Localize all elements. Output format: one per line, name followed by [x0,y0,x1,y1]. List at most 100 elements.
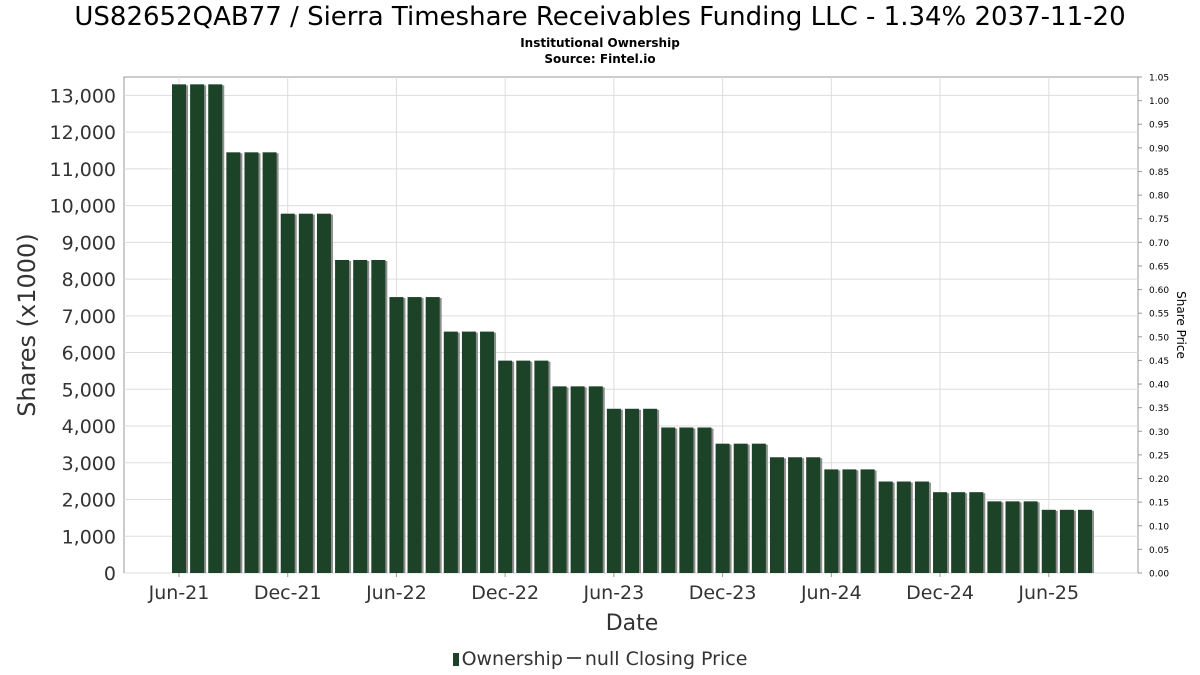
ownership-bar [679,427,694,573]
legend: Ownership null Closing Price [0,648,1200,670]
ownership-bar [661,427,676,573]
y2-tick-label: 0.70 [1149,239,1169,249]
y2-tick-label: 0.85 [1149,168,1169,178]
ownership-bar [1059,509,1074,573]
y-tick-label: 13,000 [50,85,116,107]
y-tick-label: 2,000 [62,490,116,512]
ownership-bar [896,481,911,573]
x-tick-label: Dec-23 [689,582,757,604]
y2-tick-label: 0.30 [1149,428,1169,438]
y2-tick-label: 0.40 [1149,381,1169,391]
y-tick-label: 1,000 [62,526,116,548]
y-axis-label: Shares (x1000) [13,233,41,416]
y2-axis: 0.00 0.05 0.10 0.15 0.20 0.25 0.30 0.35 0.40 0.45… [1138,74,1169,580]
y-tick-label: 0 [104,563,116,585]
y2-axis-label: Share Price [1174,291,1188,359]
y-tick-label: 10,000 [50,196,116,218]
ownership-bar [878,481,893,573]
ownership-bar [389,297,404,573]
y-tick-label: 4,000 [62,416,116,438]
ownership-bar [769,457,784,573]
y-axis: 0 1,000 2,000 3,000 4,000 5,000 6,000 7,000 8,00… [50,85,116,585]
y2-tick-label: 1.05 [1149,74,1169,84]
ownership-bar [733,443,748,573]
ownership-bar [498,360,513,573]
x-tick-label: Dec-21 [254,582,322,604]
chart-source: Source: Fintel.io [544,52,656,66]
ownership-bar [933,492,948,573]
ownership-bar [914,481,929,573]
ownership-bar [208,84,223,573]
x-tick-label: Dec-22 [471,582,539,604]
ownership-bar [172,84,186,573]
y-tick-label: 11,000 [50,159,116,181]
ownership-bar [824,469,839,573]
ownership-bar [480,331,495,573]
ownership-bar [715,443,730,573]
x-tick-label: Dec-24 [906,582,974,604]
ownership-bar [407,297,422,573]
y2-tick-label: 0.00 [1149,570,1169,580]
y2-tick-label: 0.20 [1149,475,1169,485]
y2-tick-label: 1.00 [1149,97,1169,107]
ownership-bar [298,213,313,574]
ownership-bar [697,427,712,573]
chart-subtitle: Institutional Ownership [520,36,680,50]
ownership-bar [425,297,440,573]
x-tick-label: Jun-22 [365,582,427,604]
x-tick-label: Jun-21 [148,582,210,604]
y2-tick-label: 0.60 [1149,286,1169,296]
y-tick-label: 9,000 [62,232,116,254]
x-axis: Jun-21 Dec-21 Jun-22 Dec-22 Jun-23 Dec-23 Jun-… [148,573,1079,604]
x-tick-label: Jun-24 [800,582,862,604]
chart-title: US82652QAB77 / Sierra Timeshare Receivab… [74,2,1126,32]
ownership-bar [371,259,386,573]
ownership-bar [516,360,531,573]
x-tick-label: Jun-23 [583,582,645,604]
ownership-bar [1041,509,1056,573]
ownership-bar [280,213,295,574]
ownership-bar [969,492,984,573]
ownership-bar [443,331,458,573]
y-tick-label: 7,000 [62,306,116,328]
ownership-legend-swatch [452,653,459,666]
y-tick-label: 6,000 [62,343,116,365]
ownership-bar [788,457,803,573]
y2-tick-label: 0.80 [1149,192,1169,202]
y2-tick-label: 0.90 [1149,144,1169,154]
y-tick-label: 8,000 [62,269,116,291]
y2-tick-label: 0.95 [1149,121,1169,131]
y2-tick-label: 0.25 [1149,451,1169,461]
ownership-bar [353,259,368,573]
y2-tick-label: 0.05 [1149,546,1169,556]
price-legend-line [566,657,581,659]
y-tick-label: 5,000 [62,379,116,401]
y2-tick-label: 0.55 [1149,310,1169,320]
y-tick-label: 3,000 [62,453,116,475]
y2-tick-label: 0.65 [1149,262,1169,272]
ownership-bar [461,331,476,573]
ownership-bar [1023,501,1038,573]
ownership-bar [534,360,549,573]
ownership-bar [1005,501,1020,573]
ownership-bar [951,492,966,573]
ownership-bar [570,386,585,573]
ownership-bar [625,408,639,573]
ownership-bar [226,152,241,573]
y-tick-label: 12,000 [50,122,116,144]
y2-tick-label: 0.50 [1149,333,1169,343]
y2-tick-label: 0.45 [1149,357,1169,367]
ownership-bar [806,457,821,573]
x-tick-label: Jun-25 [1017,582,1079,604]
x-axis-label: Date [606,611,659,636]
y2-tick-label: 0.35 [1149,404,1169,414]
bars [172,84,1094,574]
ownership-bar [751,443,766,573]
ownership-bar [190,84,205,573]
ownership-bar [552,386,567,573]
ownership-legend-label: Ownership [461,648,563,670]
ownership-bar [588,386,603,573]
ownership-bar [643,408,658,573]
ownership-bar [842,469,857,573]
